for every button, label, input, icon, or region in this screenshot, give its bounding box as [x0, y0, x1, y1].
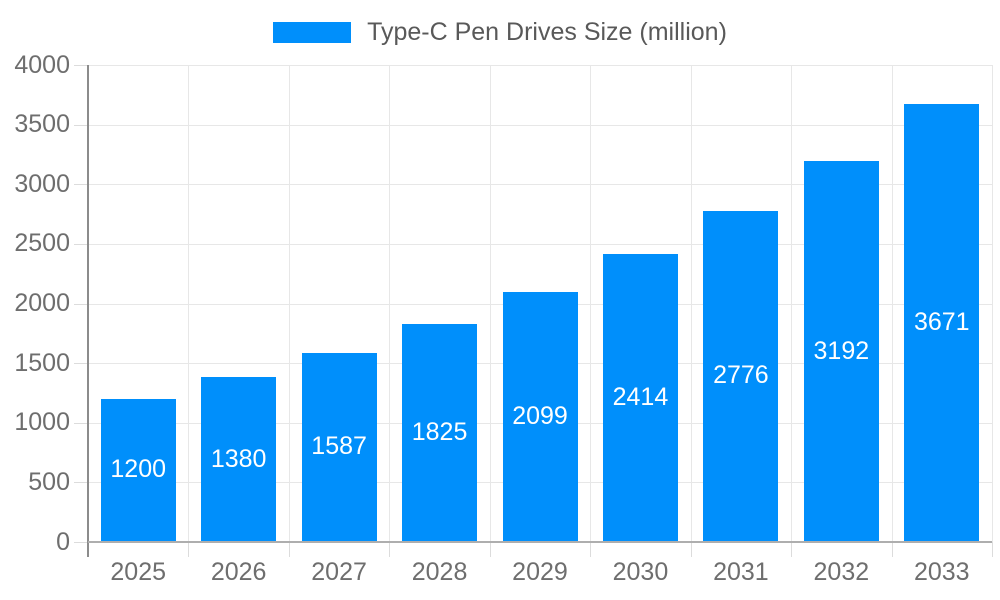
x-axis-label: 2032	[813, 558, 870, 586]
h-grid-line	[88, 124, 992, 126]
legend[interactable]: Type-C Pen Drives Size (million)	[0, 17, 1000, 47]
y-axis-line	[87, 65, 89, 557]
v-grid-line	[489, 65, 491, 542]
y-tick	[74, 422, 88, 424]
y-tick	[74, 482, 88, 484]
v-grid-line	[891, 65, 893, 542]
bar-value-label: 1200	[110, 455, 167, 484]
y-axis-label: 3000	[14, 169, 70, 198]
x-tick	[389, 542, 391, 557]
y-axis-label: 4000	[14, 50, 70, 79]
y-axis-label: 0	[56, 527, 70, 556]
bar-value-label: 1587	[311, 432, 367, 461]
y-axis-label: 500	[28, 467, 70, 496]
y-axis-label: 1000	[14, 408, 70, 437]
y-axis-label: 3500	[14, 110, 70, 139]
legend-label: Type-C Pen Drives Size (million)	[367, 17, 727, 46]
x-tick	[791, 542, 793, 557]
bar-2031[interactable]: 2776	[703, 210, 779, 542]
x-axis-label: 2033	[913, 558, 970, 586]
v-grid-line	[590, 65, 592, 542]
v-grid-line	[992, 65, 993, 542]
x-tick	[891, 542, 893, 557]
y-tick	[74, 124, 88, 126]
legend-swatch	[273, 21, 352, 43]
y-tick	[74, 363, 88, 365]
bar-value-label: 2776	[713, 361, 769, 390]
x-tick	[590, 542, 592, 557]
y-tick	[74, 303, 88, 305]
h-grid-line	[88, 184, 992, 186]
v-grid-line	[288, 65, 290, 542]
v-grid-line	[690, 65, 692, 542]
y-tick	[74, 542, 88, 543]
h-grid-line	[88, 65, 992, 66]
x-axis-label: 2030	[612, 558, 669, 586]
bar-value-label: 1825	[411, 418, 468, 447]
bar-2028[interactable]: 1825	[402, 324, 478, 542]
x-axis-label: 2031	[713, 558, 769, 586]
x-axis-line	[88, 541, 992, 543]
y-tick	[74, 184, 88, 186]
bar-value-label: 1380	[210, 444, 267, 473]
bar-value-label: 3192	[813, 336, 870, 365]
y-tick	[74, 65, 88, 66]
bar-2027[interactable]: 1587	[301, 352, 377, 542]
bar-value-label: 2099	[512, 401, 568, 430]
x-tick	[489, 542, 491, 557]
x-tick	[992, 542, 993, 557]
bar-2032[interactable]: 3192	[803, 161, 879, 542]
y-axis-label: 2000	[14, 289, 70, 317]
y-axis-label: 2500	[14, 229, 70, 258]
y-axis-label: 1500	[14, 348, 70, 377]
bar-2025[interactable]: 1200	[100, 398, 176, 542]
v-grid-line	[389, 65, 391, 542]
x-axis-label: 2026	[210, 558, 267, 586]
bar-value-label: 3671	[913, 308, 970, 337]
bar-2033[interactable]: 3671	[904, 104, 980, 542]
x-tick	[690, 542, 692, 557]
bar-2029[interactable]: 2099	[502, 291, 578, 542]
x-axis-label: 2025	[110, 558, 167, 586]
x-axis-label: 2029	[512, 558, 568, 586]
y-tick	[74, 243, 88, 245]
h-grid-line	[88, 243, 992, 245]
x-axis-label: 2027	[311, 558, 367, 586]
bar-2026[interactable]: 1380	[201, 377, 277, 542]
v-grid-line	[188, 65, 190, 542]
x-tick	[188, 542, 190, 557]
x-tick	[288, 542, 290, 557]
bar-value-label: 2414	[612, 382, 669, 411]
bar-2030[interactable]: 2414	[602, 254, 678, 542]
x-axis-label: 2028	[411, 558, 468, 586]
v-grid-line	[791, 65, 793, 542]
